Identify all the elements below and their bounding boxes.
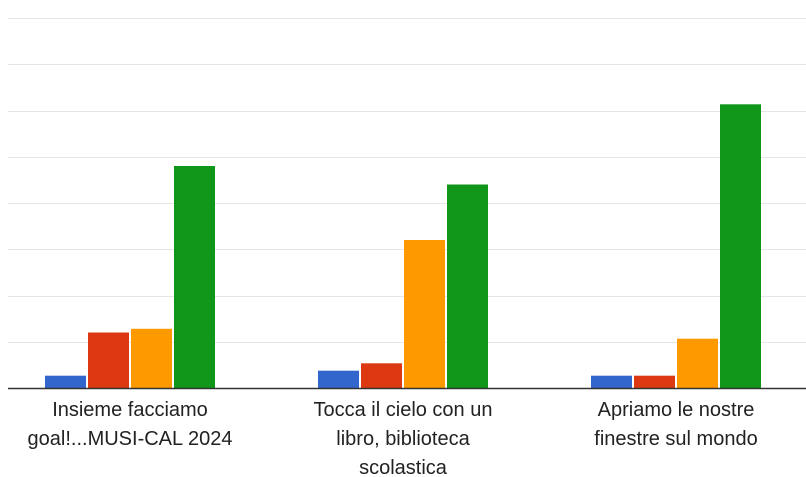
- bar: [720, 104, 761, 389]
- bar: [45, 375, 86, 388]
- bar: [447, 184, 488, 388]
- bar: [634, 375, 675, 388]
- bars: [45, 104, 761, 389]
- bar-chart: [8, 18, 806, 390]
- bar: [404, 240, 445, 388]
- bar: [361, 363, 402, 388]
- category-label: Tocca il cielo con un libro, biblioteca …: [313, 399, 493, 477]
- bar: [591, 375, 632, 388]
- bar: [131, 328, 172, 388]
- category-label: Insieme facciamo goal!...MUSI-CAL 2024: [27, 399, 233, 450]
- bar: [88, 332, 129, 388]
- bar: [677, 338, 718, 388]
- category-label: Apriamo le nostre finestre sul mondo: [594, 399, 758, 450]
- bar: [174, 166, 215, 388]
- bar: [318, 370, 359, 388]
